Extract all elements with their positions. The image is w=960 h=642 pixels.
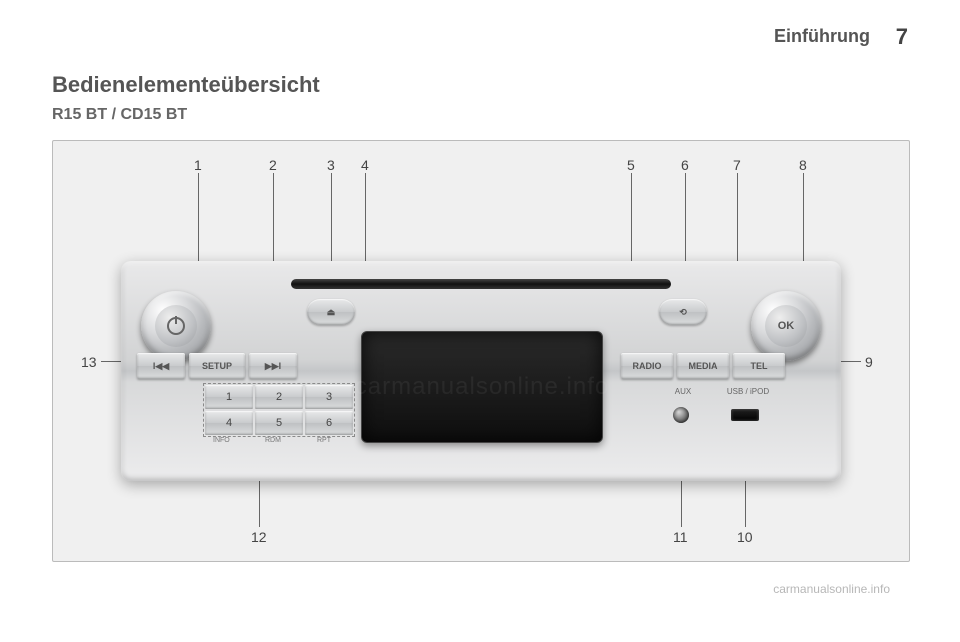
section-heading: Bedienelementeübersicht <box>52 72 320 98</box>
prev-button[interactable]: I◀◀ <box>137 353 185 379</box>
sub-rpt: RPT <box>317 437 331 444</box>
callout-7: 7 <box>733 157 741 173</box>
preset-1[interactable]: 1 <box>205 385 253 409</box>
usb-port[interactable] <box>731 409 759 421</box>
callout-2: 2 <box>269 157 277 173</box>
preset-2[interactable]: 2 <box>255 385 303 409</box>
callout-5: 5 <box>627 157 635 173</box>
ok-label: OK <box>778 320 795 332</box>
radio-unit: OK ⏏ ⟲ carmanualsonline.info I◀◀ SETUP ▶… <box>121 261 841 481</box>
callout-3: 3 <box>327 157 335 173</box>
ok-knob[interactable]: OK <box>751 291 821 361</box>
callout-8: 8 <box>799 157 807 173</box>
callout-12: 12 <box>251 529 267 545</box>
return-button[interactable]: ⟲ <box>659 299 707 325</box>
display: carmanualsonline.info <box>361 331 603 443</box>
preset-3[interactable]: 3 <box>305 385 353 409</box>
cd-slot <box>291 279 671 289</box>
preset-6[interactable]: 6 <box>305 411 353 435</box>
callout-11: 11 <box>673 529 688 545</box>
header-title: Einführung <box>774 26 870 47</box>
power-volume-knob[interactable] <box>141 291 211 361</box>
setup-button[interactable]: SETUP <box>189 353 245 379</box>
aux-port[interactable] <box>673 407 689 423</box>
sub-info: INFO <box>213 437 230 444</box>
next-button[interactable]: ▶▶I <box>249 353 297 379</box>
page-number: 7 <box>896 24 908 50</box>
figure-area: 1 2 3 4 5 6 7 8 13 9 12 11 10 <box>52 140 910 562</box>
model-subheading: R15 BT / CD15 BT <box>52 106 187 124</box>
callout-6: 6 <box>681 157 689 173</box>
power-icon <box>167 317 185 335</box>
usb-label: USB / iPOD <box>713 387 783 396</box>
callout-13: 13 <box>81 354 97 370</box>
watermark: carmanualsonline.info <box>355 373 609 401</box>
eject-button[interactable]: ⏏ <box>307 299 355 325</box>
sub-rdm: RDM <box>265 437 281 444</box>
callout-1: 1 <box>194 157 202 173</box>
tel-button[interactable]: TEL <box>733 353 785 379</box>
aux-label: AUX <box>663 387 703 396</box>
preset-4[interactable]: 4 <box>205 411 253 435</box>
media-button[interactable]: MEDIA <box>677 353 729 379</box>
radio-button[interactable]: RADIO <box>621 353 673 379</box>
preset-5[interactable]: 5 <box>255 411 303 435</box>
callout-10: 10 <box>737 529 753 545</box>
callout-4: 4 <box>361 157 369 173</box>
footer-watermark: carmanualsonline.info <box>773 582 890 596</box>
callout-9: 9 <box>865 354 873 370</box>
